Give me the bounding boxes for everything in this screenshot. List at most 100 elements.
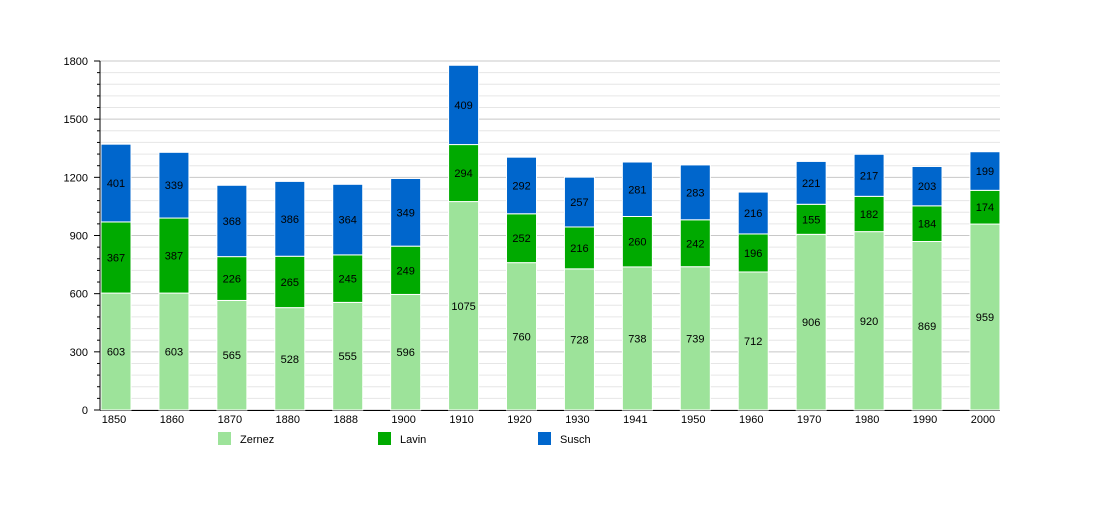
x-tick-label: 1941 xyxy=(623,414,647,426)
bar-susch xyxy=(390,177,422,247)
bar-lavin xyxy=(679,219,711,268)
bar-susch xyxy=(621,161,653,217)
bar-zernez xyxy=(448,201,480,411)
x-tick-label: 1850 xyxy=(102,414,126,426)
data-label: 869 xyxy=(918,321,936,333)
data-label: 528 xyxy=(281,354,299,366)
bar-susch xyxy=(332,183,364,256)
data-label: 739 xyxy=(686,333,704,345)
legend-label: Zernez xyxy=(240,434,274,446)
bar-zernez xyxy=(274,307,306,411)
x-tick-label: 1990 xyxy=(913,414,937,426)
bar-zernez xyxy=(506,262,538,411)
data-label: 368 xyxy=(223,216,241,228)
bar-susch xyxy=(969,151,1001,191)
bar-susch xyxy=(795,160,827,205)
data-label: 387 xyxy=(165,251,183,263)
data-label: 245 xyxy=(339,274,357,286)
data-label: 292 xyxy=(512,180,530,192)
bar-lavin xyxy=(390,245,422,295)
x-tick-label: 1888 xyxy=(333,414,357,426)
x-tick-label: 1910 xyxy=(449,414,473,426)
bar-susch xyxy=(216,184,248,258)
bar-zernez xyxy=(563,268,595,411)
x-tick-label: 1920 xyxy=(507,414,531,426)
bar-lavin xyxy=(621,215,653,268)
bar-susch xyxy=(911,165,943,207)
x-tick-label: 1950 xyxy=(681,414,705,426)
data-label: 603 xyxy=(165,347,183,359)
data-label: 959 xyxy=(976,312,994,324)
bar-susch xyxy=(274,180,306,257)
data-label: 565 xyxy=(223,350,241,362)
bar-lavin xyxy=(448,144,480,203)
bar-lavin xyxy=(274,255,306,309)
y-tick-label: 0 xyxy=(82,405,88,417)
data-label: 364 xyxy=(339,215,357,227)
bar-zernez xyxy=(679,266,711,411)
y-tick-label: 900 xyxy=(70,231,88,243)
bar-lavin xyxy=(737,233,769,273)
data-label: 196 xyxy=(744,248,762,260)
data-label: 182 xyxy=(860,209,878,221)
bar-zernez xyxy=(390,293,422,411)
data-label: 367 xyxy=(107,253,125,265)
bar-zernez xyxy=(158,292,190,411)
bar-zernez xyxy=(216,299,248,411)
bar-susch xyxy=(448,64,480,146)
data-label: 184 xyxy=(918,219,936,231)
data-label: 216 xyxy=(744,208,762,220)
x-tick-label: 1860 xyxy=(160,414,184,426)
data-label: 216 xyxy=(570,243,588,255)
data-label: 221 xyxy=(802,178,820,190)
y-tick-label: 600 xyxy=(70,289,88,301)
data-label: 252 xyxy=(512,233,530,245)
data-label: 728 xyxy=(570,334,588,346)
x-tick-label: 1870 xyxy=(218,414,242,426)
data-label: 409 xyxy=(454,100,472,112)
bar-zernez xyxy=(737,271,769,411)
data-label: 217 xyxy=(860,170,878,182)
legend-label: Susch xyxy=(560,434,591,446)
legend-swatch-lavin xyxy=(378,432,391,445)
data-label: 260 xyxy=(628,237,646,249)
bar-lavin xyxy=(563,226,595,270)
bar-susch xyxy=(158,151,190,219)
bar-susch xyxy=(737,191,769,235)
bar-susch xyxy=(853,153,885,197)
data-label: 339 xyxy=(165,180,183,192)
data-label: 401 xyxy=(107,178,125,190)
legend-label: Lavin xyxy=(400,434,426,446)
bar-lavin xyxy=(853,195,885,233)
data-label: 555 xyxy=(339,351,357,363)
data-label: 760 xyxy=(512,331,530,343)
data-label: 242 xyxy=(686,238,704,250)
x-tick-label: 2000 xyxy=(971,414,995,426)
bar-lavin xyxy=(158,217,190,294)
data-label: 155 xyxy=(802,214,820,226)
bar-susch xyxy=(100,143,132,223)
legend-swatch-zernez xyxy=(218,432,231,445)
x-tick-label: 1900 xyxy=(391,414,415,426)
bar-susch xyxy=(563,176,595,228)
data-label: 738 xyxy=(628,333,646,345)
bar-lavin xyxy=(100,221,132,294)
bar-lavin xyxy=(332,254,364,303)
x-tick-label: 1960 xyxy=(739,414,763,426)
data-label: 386 xyxy=(281,214,299,226)
x-tick-label: 1930 xyxy=(565,414,589,426)
bar-zernez xyxy=(332,301,364,411)
data-label: 203 xyxy=(918,181,936,193)
data-label: 920 xyxy=(860,316,878,328)
bar-zernez xyxy=(853,231,885,411)
y-tick-label: 1800 xyxy=(64,56,88,68)
data-label: 174 xyxy=(976,202,994,214)
data-label: 596 xyxy=(396,347,414,359)
bar-zernez xyxy=(100,292,132,411)
data-label: 283 xyxy=(686,187,704,199)
y-tick-label: 300 xyxy=(70,347,88,359)
data-label: 1075 xyxy=(451,301,475,313)
y-tick-label: 1200 xyxy=(64,172,88,184)
data-label: 265 xyxy=(281,277,299,289)
bar-zernez xyxy=(969,223,1001,411)
